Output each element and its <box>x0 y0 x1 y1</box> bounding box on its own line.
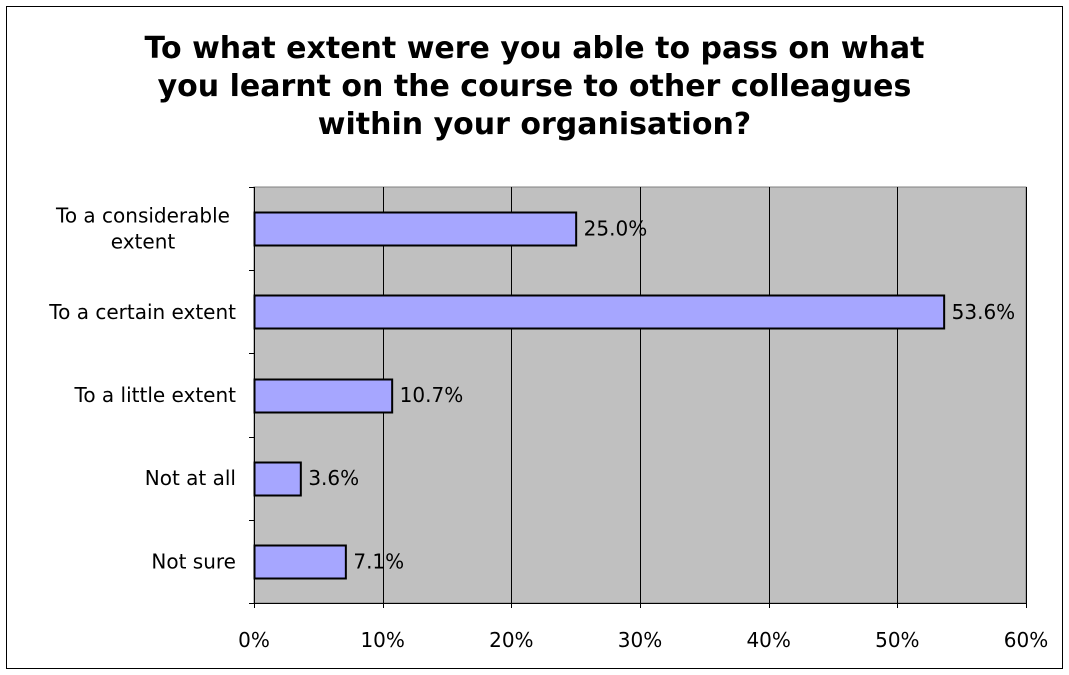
data-label-3: 3.6% <box>308 466 359 490</box>
category-label-2: To a little extent <box>74 383 237 407</box>
chart-title-line-3: within your organisation? <box>317 107 752 142</box>
category-label-4: Not sure <box>151 549 236 573</box>
x-tick-label: 10% <box>360 628 404 652</box>
data-label-4: 7.1% <box>353 549 404 573</box>
chart-title-line-1: To what extent were you able to pass on … <box>144 31 925 66</box>
x-tick-label: 60% <box>1004 628 1048 652</box>
x-tick-label: 20% <box>489 628 533 652</box>
data-label-2: 10.7% <box>400 383 464 407</box>
category-label-1: To a certain extent <box>48 300 236 324</box>
category-label-3: Not at all <box>145 466 236 490</box>
x-tick-label: 30% <box>618 628 662 652</box>
bar-4 <box>253 544 347 580</box>
bar-2 <box>253 378 394 414</box>
x-tick-label: 0% <box>238 628 270 652</box>
category-label-0: extent <box>111 230 176 254</box>
bar-3 <box>253 461 302 497</box>
chart-title: To what extent were you able to pass on … <box>0 30 1069 144</box>
bar-0 <box>253 211 578 247</box>
data-label-0: 25.0% <box>584 217 648 241</box>
chart-title-line-2: you learnt on the course to other collea… <box>157 69 912 104</box>
x-tick-label: 50% <box>875 628 919 652</box>
bar-1 <box>253 294 946 330</box>
data-label-1: 53.6% <box>952 300 1016 324</box>
category-label-0: To a considerable <box>55 204 230 228</box>
x-tick-label: 40% <box>746 628 790 652</box>
